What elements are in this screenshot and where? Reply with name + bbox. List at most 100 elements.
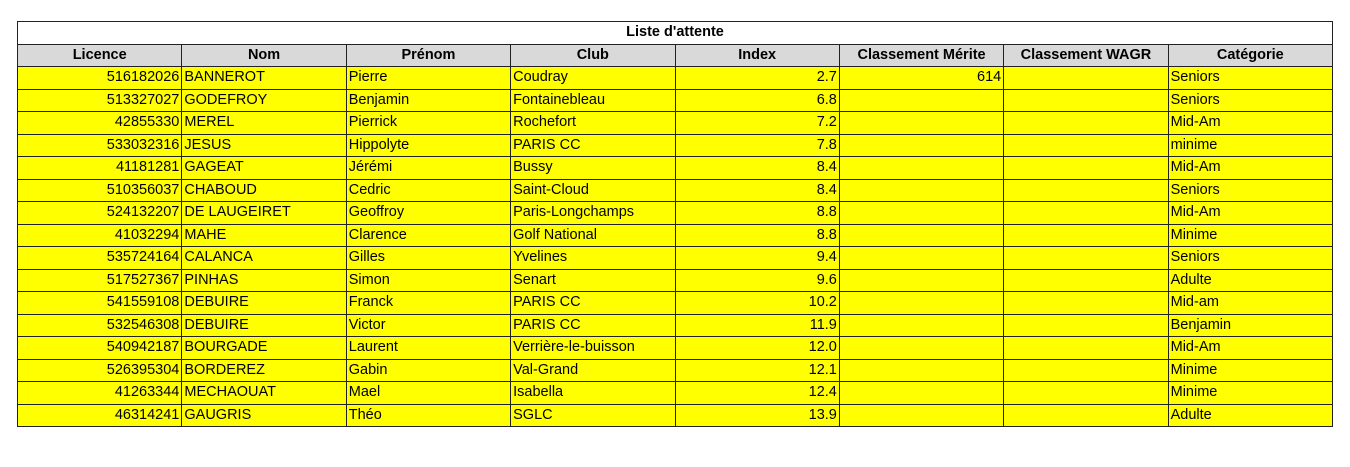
cell-prenom[interactable]: Laurent bbox=[345, 336, 512, 360]
cell-club[interactable]: Golf National bbox=[510, 223, 676, 247]
cell-index[interactable]: 8.4 bbox=[674, 178, 840, 202]
cell-categorie[interactable]: Minime bbox=[1167, 223, 1334, 247]
cell-categorie[interactable]: Seniors bbox=[1167, 66, 1334, 90]
cell-classement-merite[interactable] bbox=[838, 268, 1005, 292]
column-header-club[interactable]: Club bbox=[510, 43, 676, 67]
cell-nom[interactable]: GAUGRIS bbox=[181, 403, 347, 427]
column-header-classement-wagr[interactable]: Classement WAGR bbox=[1003, 43, 1169, 67]
cell-categorie[interactable]: Adulte bbox=[1167, 268, 1334, 292]
cell-prenom[interactable]: Victor bbox=[345, 313, 512, 337]
cell-classement-wagr[interactable] bbox=[1003, 88, 1169, 112]
cell-classement-wagr[interactable] bbox=[1003, 201, 1169, 225]
cell-index[interactable]: 13.9 bbox=[674, 403, 840, 427]
cell-licence[interactable]: 540942187 bbox=[16, 336, 183, 360]
cell-club[interactable]: SGLC bbox=[510, 403, 676, 427]
column-header-licence[interactable]: Licence bbox=[16, 43, 183, 67]
column-header-prenom[interactable]: Prénom bbox=[345, 43, 512, 67]
cell-index[interactable]: 2.7 bbox=[674, 66, 840, 90]
cell-club[interactable]: PARIS CC bbox=[510, 133, 676, 157]
cell-categorie[interactable]: Minime bbox=[1167, 381, 1334, 405]
cell-categorie[interactable]: Mid-Am bbox=[1167, 201, 1334, 225]
cell-index[interactable]: 12.4 bbox=[674, 381, 840, 405]
cell-nom[interactable]: DEBUIRE bbox=[181, 313, 347, 337]
cell-categorie[interactable]: Mid-Am bbox=[1167, 336, 1334, 360]
cell-club[interactable]: Coudray bbox=[510, 66, 676, 90]
cell-club[interactable]: Verrière-le-buisson bbox=[510, 336, 676, 360]
cell-licence[interactable]: 535724164 bbox=[16, 246, 183, 270]
cell-classement-merite[interactable] bbox=[838, 88, 1005, 112]
cell-classement-wagr[interactable] bbox=[1003, 66, 1169, 90]
cell-classement-wagr[interactable] bbox=[1003, 291, 1169, 315]
cell-nom[interactable]: DEBUIRE bbox=[181, 291, 347, 315]
cell-prenom[interactable]: Simon bbox=[345, 268, 512, 292]
cell-categorie[interactable]: Adulte bbox=[1167, 403, 1334, 427]
cell-classement-merite[interactable] bbox=[838, 156, 1005, 180]
cell-index[interactable]: 12.1 bbox=[674, 358, 840, 382]
column-header-nom[interactable]: Nom bbox=[181, 43, 347, 67]
cell-index[interactable]: 8.8 bbox=[674, 223, 840, 247]
cell-categorie[interactable]: Seniors bbox=[1167, 88, 1334, 112]
column-header-categorie[interactable]: Catégorie bbox=[1167, 43, 1334, 67]
cell-classement-wagr[interactable] bbox=[1003, 358, 1169, 382]
cell-index[interactable]: 10.2 bbox=[674, 291, 840, 315]
cell-licence[interactable]: 526395304 bbox=[16, 358, 183, 382]
cell-club[interactable]: Bussy bbox=[510, 156, 676, 180]
cell-prenom[interactable]: Théo bbox=[345, 403, 512, 427]
cell-prenom[interactable]: Mael bbox=[345, 381, 512, 405]
cell-nom[interactable]: GAGEAT bbox=[181, 156, 347, 180]
column-header-index[interactable]: Index bbox=[674, 43, 840, 67]
cell-licence[interactable]: 46314241 bbox=[16, 403, 183, 427]
cell-licence[interactable]: 524132207 bbox=[16, 201, 183, 225]
cell-prenom[interactable]: Clarence bbox=[345, 223, 512, 247]
cell-classement-merite[interactable] bbox=[838, 313, 1005, 337]
cell-categorie[interactable]: Mid-Am bbox=[1167, 111, 1334, 135]
cell-licence[interactable]: 41032294 bbox=[16, 223, 183, 247]
cell-nom[interactable]: CALANCA bbox=[181, 246, 347, 270]
cell-nom[interactable]: BANNEROT bbox=[181, 66, 347, 90]
cell-index[interactable]: 6.8 bbox=[674, 88, 840, 112]
cell-licence[interactable]: 510356037 bbox=[16, 178, 183, 202]
cell-index[interactable]: 11.9 bbox=[674, 313, 840, 337]
cell-classement-merite[interactable] bbox=[838, 291, 1005, 315]
cell-prenom[interactable]: Benjamin bbox=[345, 88, 512, 112]
cell-categorie[interactable]: Seniors bbox=[1167, 246, 1334, 270]
cell-classement-merite[interactable] bbox=[838, 133, 1005, 157]
cell-club[interactable]: Isabella bbox=[510, 381, 676, 405]
cell-licence[interactable]: 532546308 bbox=[16, 313, 183, 337]
cell-licence[interactable]: 513327027 bbox=[16, 88, 183, 112]
cell-classement-wagr[interactable] bbox=[1003, 223, 1169, 247]
column-header-classement-merite[interactable]: Classement Mérite bbox=[838, 43, 1005, 67]
cell-classement-wagr[interactable] bbox=[1003, 178, 1169, 202]
cell-nom[interactable]: PINHAS bbox=[181, 268, 347, 292]
cell-classement-wagr[interactable] bbox=[1003, 111, 1169, 135]
cell-classement-merite[interactable] bbox=[838, 381, 1005, 405]
cell-index[interactable]: 7.2 bbox=[674, 111, 840, 135]
cell-nom[interactable]: DE LAUGEIRET bbox=[181, 201, 347, 225]
cell-classement-merite[interactable] bbox=[838, 178, 1005, 202]
cell-index[interactable]: 8.8 bbox=[674, 201, 840, 225]
cell-prenom[interactable]: Jérémi bbox=[345, 156, 512, 180]
cell-classement-wagr[interactable] bbox=[1003, 336, 1169, 360]
cell-licence[interactable]: 516182026 bbox=[16, 66, 183, 90]
cell-index[interactable]: 9.4 bbox=[674, 246, 840, 270]
cell-nom[interactable]: CHABOUD bbox=[181, 178, 347, 202]
cell-nom[interactable]: MAHE bbox=[181, 223, 347, 247]
cell-prenom[interactable]: Geoffroy bbox=[345, 201, 512, 225]
cell-classement-wagr[interactable] bbox=[1003, 381, 1169, 405]
cell-club[interactable]: PARIS CC bbox=[510, 313, 676, 337]
cell-prenom[interactable]: Gilles bbox=[345, 246, 512, 270]
cell-categorie[interactable]: Benjamin bbox=[1167, 313, 1334, 337]
cell-prenom[interactable]: Gabin bbox=[345, 358, 512, 382]
cell-classement-merite[interactable] bbox=[838, 403, 1005, 427]
cell-nom[interactable]: MECHAOUAT bbox=[181, 381, 347, 405]
cell-index[interactable]: 9.6 bbox=[674, 268, 840, 292]
cell-classement-merite[interactable] bbox=[838, 246, 1005, 270]
cell-classement-wagr[interactable] bbox=[1003, 133, 1169, 157]
cell-club[interactable]: Senart bbox=[510, 268, 676, 292]
cell-prenom[interactable]: Pierre bbox=[345, 66, 512, 90]
cell-prenom[interactable]: Hippolyte bbox=[345, 133, 512, 157]
cell-nom[interactable]: JESUS bbox=[181, 133, 347, 157]
cell-nom[interactable]: MEREL bbox=[181, 111, 347, 135]
cell-club[interactable]: Fontainebleau bbox=[510, 88, 676, 112]
cell-licence[interactable]: 541559108 bbox=[16, 291, 183, 315]
